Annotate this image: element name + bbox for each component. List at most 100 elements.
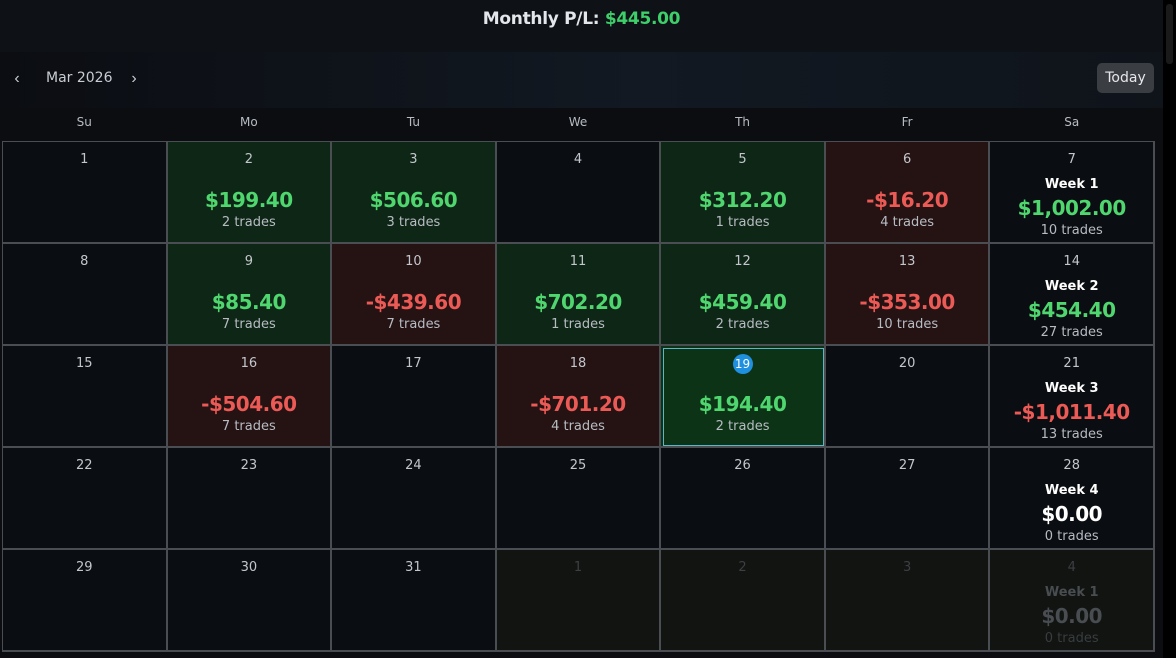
week-trade-count: 13 trades bbox=[1040, 427, 1103, 442]
calendar-day-cell[interactable]: 10 -$439.60 7 trades bbox=[332, 244, 497, 346]
day-number: 23 bbox=[240, 458, 258, 473]
day-number: 19 bbox=[661, 354, 824, 374]
calendar-week-summary-cell[interactable]: 28 Week 4 $0.00 0 trades bbox=[990, 448, 1155, 550]
day-number: 15 bbox=[76, 356, 93, 371]
day-number: 31 bbox=[405, 560, 422, 575]
monthly-pl-value: $445.00 bbox=[604, 9, 681, 29]
day-number: 30 bbox=[240, 560, 258, 575]
week-label: Week 2 bbox=[1044, 279, 1099, 294]
weekday-tuesday: Tu bbox=[406, 115, 420, 129]
week-pl-value: $0.00 bbox=[1041, 604, 1103, 628]
week-pl-value: $454.40 bbox=[1027, 298, 1116, 322]
calendar-day-cell[interactable]: 13 -$353.00 10 trades bbox=[825, 244, 991, 346]
day-number: 26 bbox=[734, 458, 751, 473]
day-trade-count: 4 trades bbox=[551, 419, 605, 434]
calendar-day-cell[interactable]: 24 bbox=[332, 448, 497, 550]
day-number: 14 bbox=[1063, 254, 1080, 269]
day-number: 22 bbox=[76, 458, 93, 473]
calendar-day-cell[interactable]: 29 bbox=[3, 550, 168, 652]
scrollbar-thumb[interactable] bbox=[1166, 4, 1173, 64]
calendar-day-cell[interactable]: 8 bbox=[3, 244, 168, 346]
calendar-day-cell[interactable]: 3 bbox=[825, 550, 991, 652]
day-pl-value: $459.40 bbox=[698, 290, 787, 314]
day-trade-count: 1 trades bbox=[715, 215, 770, 230]
day-number: 4 bbox=[573, 152, 583, 167]
day-pl-value: $85.40 bbox=[211, 290, 287, 314]
calendar-day-cell[interactable]: 16 -$504.60 7 trades bbox=[167, 346, 333, 448]
calendar-day-cell[interactable]: 6 -$16.20 4 trades bbox=[825, 142, 991, 244]
calendar-week-summary-cell[interactable]: 14 Week 2 $454.40 27 trades bbox=[990, 244, 1155, 346]
calendar-day-cell[interactable]: 1 bbox=[496, 550, 662, 652]
calendar-day-cell[interactable]: 4 bbox=[496, 142, 662, 244]
day-number: 2 bbox=[244, 152, 253, 167]
week-label: Week 1 bbox=[1044, 177, 1099, 192]
day-pl-value: -$504.60 bbox=[201, 392, 297, 416]
weekday-wednesday: We bbox=[568, 115, 588, 129]
day-trade-count: 7 trades bbox=[386, 317, 441, 332]
calendar-day-cell[interactable]: 20 bbox=[825, 346, 991, 448]
day-number: 11 bbox=[569, 254, 587, 269]
day-number: 18 bbox=[569, 356, 587, 371]
calendar-week-summary-cell[interactable]: 4 Week 1 $0.00 0 trades bbox=[990, 550, 1155, 652]
day-number: 27 bbox=[898, 458, 916, 473]
day-trade-count: 4 trades bbox=[880, 215, 935, 230]
calendar-day-cell[interactable]: 25 bbox=[496, 448, 662, 550]
calendar-day-cell[interactable]: 1 bbox=[3, 142, 168, 244]
calendar-day-cell[interactable]: 22 bbox=[3, 448, 168, 550]
day-number: 24 bbox=[405, 458, 422, 473]
calendar-day-cell[interactable]: 3 $506.60 3 trades bbox=[332, 142, 497, 244]
day-trade-count: 7 trades bbox=[221, 419, 276, 434]
day-number: 1 bbox=[573, 560, 583, 575]
monthly-pl-title: Monthly P/L: $445.00 bbox=[482, 9, 681, 29]
monthly-pl-label: Monthly P/L: bbox=[482, 9, 600, 29]
calendar-day-cell[interactable]: 19 $194.40 2 trades bbox=[661, 346, 826, 448]
day-number: 1 bbox=[80, 152, 89, 167]
calendar-day-cell[interactable]: 2 $199.40 2 trades bbox=[167, 142, 333, 244]
next-month-button[interactable]: › bbox=[131, 70, 137, 87]
week-trade-count: 27 trades bbox=[1040, 325, 1103, 340]
calendar-day-cell[interactable]: 23 bbox=[167, 448, 333, 550]
calendar-week-summary-cell[interactable]: 7 Week 1 $1,002.00 10 trades bbox=[990, 142, 1155, 244]
calendar-day-cell[interactable]: 9 $85.40 7 trades bbox=[167, 244, 333, 346]
week-label: Week 4 bbox=[1044, 483, 1099, 498]
calendar-day-cell[interactable]: 27 bbox=[825, 448, 991, 550]
day-number: 7 bbox=[1067, 152, 1076, 167]
day-number: 29 bbox=[76, 560, 93, 575]
day-trade-count: 2 trades bbox=[715, 419, 770, 434]
calendar-day-cell[interactable]: 18 -$701.20 4 trades bbox=[496, 346, 662, 448]
day-trade-count: 10 trades bbox=[876, 317, 939, 332]
prev-month-button[interactable]: ‹ bbox=[14, 70, 20, 87]
today-button[interactable]: Today bbox=[1097, 63, 1154, 93]
day-pl-value: $702.20 bbox=[534, 290, 622, 314]
week-pl-value: $1,002.00 bbox=[1017, 196, 1127, 220]
weekday-thursday: Th bbox=[735, 115, 751, 129]
calendar-day-cell[interactable]: 12 $459.40 2 trades bbox=[661, 244, 826, 346]
header-bar: Monthly P/L: $445.00 bbox=[0, 0, 1163, 52]
weekday-monday: Mo bbox=[240, 115, 258, 129]
day-number: 10 bbox=[405, 254, 422, 269]
day-pl-value: -$16.20 bbox=[866, 188, 949, 212]
week-trade-count: 10 trades bbox=[1040, 223, 1103, 238]
vertical-scrollbar[interactable] bbox=[1163, 0, 1176, 658]
day-number: 6 bbox=[902, 152, 912, 167]
calendar-day-cell[interactable]: 2 bbox=[661, 550, 826, 652]
day-pl-value: $194.40 bbox=[698, 392, 787, 416]
day-pl-value: -$439.60 bbox=[365, 290, 462, 314]
calendar-day-cell[interactable]: 5 $312.20 1 trades bbox=[661, 142, 826, 244]
calendar-day-cell[interactable]: 17 bbox=[332, 346, 497, 448]
calendar-week-summary-cell[interactable]: 21 Week 3 -$1,011.40 13 trades bbox=[990, 346, 1155, 448]
weekday-saturday: Sa bbox=[1064, 115, 1080, 129]
day-number: 9 bbox=[244, 254, 253, 269]
day-pl-value: -$701.20 bbox=[530, 392, 626, 416]
week-pl-value: $0.00 bbox=[1041, 502, 1103, 526]
week-label: Week 3 bbox=[1044, 381, 1099, 396]
day-pl-value: $312.20 bbox=[698, 188, 787, 212]
calendar-day-cell[interactable]: 31 bbox=[332, 550, 497, 652]
weekday-friday: Fr bbox=[901, 115, 913, 129]
calendar-day-cell[interactable]: 26 bbox=[661, 448, 826, 550]
day-number: 16 bbox=[240, 356, 258, 371]
calendar-day-cell[interactable]: 15 bbox=[3, 346, 168, 448]
day-pl-value: $199.40 bbox=[205, 188, 293, 212]
calendar-day-cell[interactable]: 11 $702.20 1 trades bbox=[496, 244, 662, 346]
calendar-day-cell[interactable]: 30 bbox=[167, 550, 333, 652]
